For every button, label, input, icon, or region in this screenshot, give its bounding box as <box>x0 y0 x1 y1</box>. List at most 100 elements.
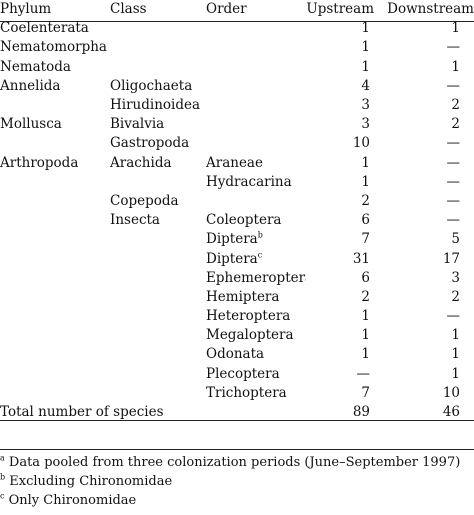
cell-class <box>110 288 206 307</box>
table-row: Arthropoda Arachida Araneae 1 — <box>0 154 474 173</box>
footnote-ref: c <box>257 250 263 260</box>
cell-class <box>110 230 206 249</box>
table-row: Dipterab 7 5 <box>0 230 474 249</box>
cell-class <box>110 249 206 268</box>
table-body: Coelenterata 1 1 Nematomorpha 1 — Nematoda 1 1 An… <box>0 19 474 403</box>
cell-downstream: 1 <box>451 365 460 382</box>
cell-phylum <box>0 249 110 268</box>
cell-order: Odonata <box>206 345 306 364</box>
cell-class <box>110 19 206 38</box>
cell-phylum <box>0 96 110 115</box>
cell-upstream: 1 <box>361 58 370 75</box>
header-phylum: Phylum <box>0 1 52 18</box>
cell-phylum <box>0 345 110 364</box>
footnote-text: Data pooled from three colonization peri… <box>4 455 461 470</box>
cell-downstream: — <box>446 77 461 94</box>
cell-downstream: — <box>446 192 461 209</box>
footnote-mark: b <box>0 472 6 482</box>
cell-phylum: Arthropoda <box>0 154 79 171</box>
cell-class <box>110 269 206 288</box>
cell-order: Heteroptera <box>206 307 306 326</box>
cell-class <box>110 345 206 364</box>
cell-downstream: 2 <box>451 116 460 133</box>
cell-phylum <box>0 134 110 153</box>
order-name: Hemiptera <box>206 288 280 305</box>
table-header-row: Phylum Class Order Upstream Downstream <box>0 0 474 19</box>
order-name: Megaloptera <box>206 327 294 344</box>
total-label: Total number of species <box>0 404 164 421</box>
cell-phylum <box>0 230 110 249</box>
order-name: Diptera <box>206 250 258 267</box>
cell-upstream: 3 <box>361 97 370 114</box>
footnotes: a Data pooled from three colonization pe… <box>0 453 474 510</box>
cell-class: Oligochaeta <box>110 77 193 94</box>
cell-class <box>110 365 206 384</box>
cell-upstream: 1 <box>361 154 370 171</box>
cell-phylum <box>0 288 110 307</box>
cell-downstream: 17 <box>442 250 460 267</box>
cell-downstream: 1 <box>451 346 460 363</box>
cell-downstream: — <box>446 308 461 325</box>
order-name: Diptera <box>206 231 258 248</box>
cell-order: Dipterab <box>206 230 306 249</box>
cell-order: Hydracarina <box>206 173 306 192</box>
order-name: Ephemeroptera <box>206 269 306 286</box>
cell-upstream: 1 <box>361 327 370 344</box>
cell-phylum <box>0 307 110 326</box>
cell-downstream: 3 <box>451 269 460 286</box>
cell-downstream: — <box>446 135 461 152</box>
header-rule <box>0 21 474 22</box>
total-row: Total number of species 89 46 <box>0 403 474 422</box>
cell-class <box>110 384 206 403</box>
order-name: Heteroptera <box>206 308 291 325</box>
cell-phylum: Nematomorpha <box>0 39 107 56</box>
cell-order: Megaloptera <box>206 326 306 345</box>
table-row: Mollusca Bivalvia 3 2 <box>0 115 474 134</box>
total-downstream: 46 <box>442 404 460 421</box>
cell-phylum <box>0 384 110 403</box>
cell-phylum <box>0 211 110 230</box>
cell-upstream: 4 <box>361 77 370 94</box>
cell-downstream: — <box>446 212 461 229</box>
cell-downstream: — <box>446 154 461 171</box>
cell-upstream: 1 <box>361 173 370 190</box>
cell-class <box>110 173 206 192</box>
cell-downstream: 1 <box>451 20 460 37</box>
cell-upstream: 1 <box>361 39 370 56</box>
table-row: Nematomorpha 1 — <box>0 38 474 57</box>
table-row: Hemiptera 2 2 <box>0 288 474 307</box>
table-row: Insecta Coleoptera 6 — <box>0 211 474 230</box>
footnote-text: Only Chironomidae <box>4 493 137 508</box>
cell-class: Insecta <box>110 212 160 229</box>
footnote-c: c Only Chironomidae <box>0 491 474 510</box>
cell-upstream: 6 <box>361 269 370 286</box>
table-row: Odonata 1 1 <box>0 345 474 364</box>
cell-phylum <box>0 173 110 192</box>
cell-order <box>206 77 306 96</box>
cell-upstream: 2 <box>361 192 370 209</box>
cell-upstream: 3 <box>361 116 370 133</box>
cell-order: Plecoptera <box>206 365 306 384</box>
cell-downstream: 1 <box>451 327 460 344</box>
order-name: Araneae <box>206 154 263 171</box>
order-name: Odonata <box>206 346 265 363</box>
cell-class: Gastropoda <box>110 135 190 152</box>
species-table: Phylum Class Order Upstream Downstream C… <box>0 0 474 422</box>
cell-upstream: 1 <box>361 308 370 325</box>
table-row: Hydracarina 1 — <box>0 173 474 192</box>
cell-class: Copepoda <box>110 192 179 209</box>
order-name: Plecoptera <box>206 365 280 382</box>
cell-phylum <box>0 365 110 384</box>
cell-class: Hirudinoidea <box>110 97 201 114</box>
cell-class <box>110 326 206 345</box>
cell-class <box>110 38 206 57</box>
footnote-mark: a <box>0 453 5 463</box>
cell-order <box>206 38 306 57</box>
cell-downstream: 2 <box>451 97 460 114</box>
table-row: Dipterac 31 17 <box>0 249 474 268</box>
cell-upstream: 7 <box>361 384 370 401</box>
table-row: Annelida Oligochaeta 4 — <box>0 77 474 96</box>
cell-phylum <box>0 192 110 211</box>
cell-downstream: — <box>446 39 461 56</box>
cell-upstream: 1 <box>361 346 370 363</box>
